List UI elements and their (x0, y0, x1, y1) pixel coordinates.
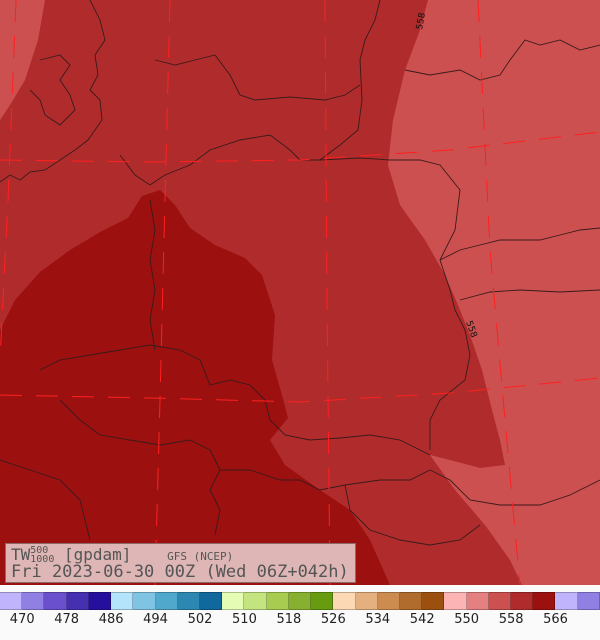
colorbar-cell (377, 592, 400, 610)
colorbar-labels: 470 478 486 494 502 510 518 526 534 542 550 558 566 (0, 612, 600, 628)
colorbar (0, 592, 600, 610)
variable-name: TW (11, 545, 31, 564)
region-562-566 (0, 190, 390, 585)
colorbar-label: 526 (320, 612, 346, 627)
colorbar-cell (222, 592, 245, 610)
title-box: TW500 1000 [gpdam] GFS (NCEP) Fri 2023-06… (5, 543, 356, 583)
colorbar-cell (177, 592, 200, 610)
contour-label-558: 558 (415, 12, 428, 31)
colorbar-cell (66, 592, 89, 610)
unit-label: [gpdam] (64, 545, 132, 564)
colorbar-label: 470 (9, 612, 35, 627)
colorbar-cell (355, 592, 378, 610)
colorbar-cell (577, 592, 600, 610)
colorbar-label: 486 (98, 612, 124, 627)
colorbar-cell (422, 592, 445, 610)
colorbar-cell (488, 592, 512, 610)
colorbar-cell (399, 592, 423, 610)
colorbar-cell (466, 592, 489, 610)
colorbar-cell (0, 592, 23, 610)
model-label: GFS (NCEP) (167, 550, 234, 563)
colorbar-cell (22, 592, 45, 610)
colorbar-label: 494 (143, 612, 168, 627)
colorbar-cell (311, 592, 334, 610)
colorbar-label: 558 (498, 612, 524, 627)
lat-lon-gridlines (0, 0, 600, 585)
coastlines-borders (0, 0, 600, 546)
colorbar-label: 478 (54, 612, 80, 627)
colorbar-label: 502 (187, 612, 213, 627)
colorbar-cell (511, 592, 534, 610)
colorbar-cell (133, 592, 156, 610)
thickness-map: 558 558 (0, 0, 600, 585)
colorbar-label: 534 (365, 612, 391, 627)
colorbar-cell (333, 592, 356, 610)
colorbar-label: 566 (543, 612, 568, 627)
colorbar-cell (244, 592, 267, 610)
valid-time: Fri 2023-06-30 00Z (Wed 06Z+042h) (11, 562, 349, 582)
colorbar-cell (555, 592, 578, 610)
colorbar-label: 542 (409, 612, 435, 627)
colorbar-cell (533, 592, 556, 610)
colorbar-cell (444, 592, 467, 610)
colorbar-cell (88, 592, 112, 610)
level-sup: 500 (30, 545, 49, 556)
colorbar-cell (199, 592, 223, 610)
colorbar-cell (266, 592, 289, 610)
colorbar-label: 510 (232, 612, 257, 627)
variable-levels: 500 1000 (30, 545, 55, 565)
level-sub: 1000 (30, 554, 55, 565)
region-554-558-northwest (0, 0, 45, 120)
colorbar-cell (111, 592, 134, 610)
colorbar-cell (44, 592, 67, 610)
colorbar-cell (155, 592, 178, 610)
colorbar-label: 518 (276, 612, 302, 627)
title-line-1: TW500 1000 [gpdam] GFS (NCEP) (11, 545, 234, 565)
colorbar-label: 550 (454, 612, 480, 627)
colorbar-cell (288, 592, 312, 610)
